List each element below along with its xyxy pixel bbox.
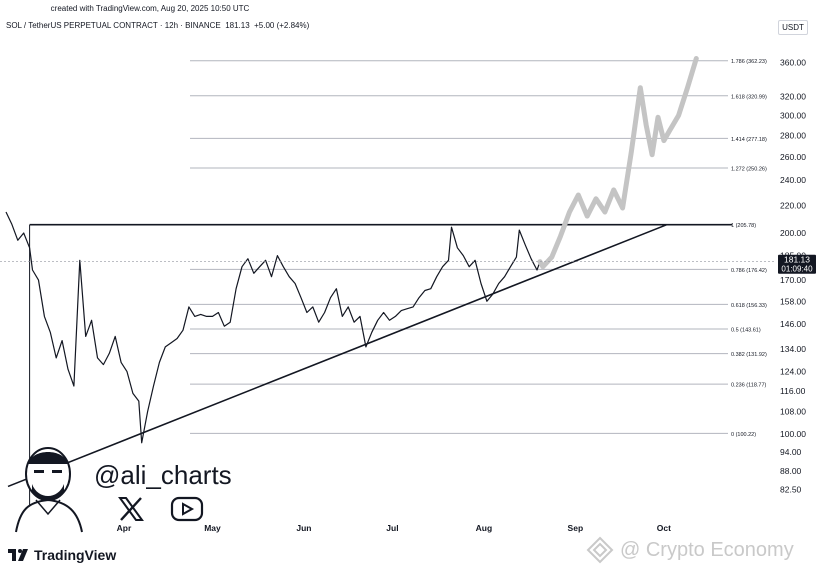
y-tick-label: 280.00 bbox=[780, 130, 806, 140]
price-line bbox=[5, 211, 541, 444]
y-tick-label: 108.00 bbox=[780, 407, 806, 417]
y-tick-label: 260.00 bbox=[780, 152, 806, 162]
y-tick-label: 124.00 bbox=[780, 367, 806, 377]
y-tick-label: 82.50 bbox=[780, 485, 802, 495]
price-badge-countdown: 01:09:40 bbox=[781, 265, 813, 274]
fib-label: 0.786 (176.42) bbox=[731, 268, 767, 274]
x-tick-label: May bbox=[204, 523, 221, 533]
brand-name: TradingView bbox=[34, 547, 117, 563]
fib-label: 0.5 (143.61) bbox=[731, 327, 761, 333]
y-tick-label: 320.00 bbox=[780, 92, 806, 102]
projection-path bbox=[537, 56, 699, 270]
fib-label: 1.618 (320.99) bbox=[731, 94, 767, 100]
watermark-text: @ Crypto Economy bbox=[620, 538, 794, 561]
author-handle: @ali_charts bbox=[94, 460, 232, 490]
y-tick-label: 300.00 bbox=[780, 110, 806, 120]
social-links bbox=[118, 496, 204, 522]
symbol-title: SOL / TetherUS PERPETUAL CONTRACT · 12h … bbox=[6, 21, 221, 30]
x-tick-label: Jul bbox=[386, 523, 398, 533]
fib-label: 1.414 (277.18) bbox=[731, 137, 767, 143]
y-tick-label: 240.00 bbox=[780, 175, 806, 185]
crypto-economy-watermark: @ Crypto Economy bbox=[586, 536, 794, 564]
fib-label: 1.272 (250.26) bbox=[731, 166, 767, 172]
ascending-trendline bbox=[7, 223, 668, 488]
y-tick-label: 158.00 bbox=[780, 296, 806, 306]
y-tick-label: 220.00 bbox=[780, 200, 806, 210]
fib-label: 0.236 (118.77) bbox=[731, 383, 767, 389]
youtube-icon[interactable] bbox=[170, 496, 204, 522]
symbol-header: SOL / TetherUS PERPETUAL CONTRACT · 12h … bbox=[6, 21, 309, 30]
time-axis: MarAprMayJunJulAugSepOct bbox=[25, 523, 671, 533]
x-tick-label: Oct bbox=[657, 523, 671, 533]
author-avatar bbox=[15, 447, 83, 533]
currency-button[interactable]: USDT bbox=[778, 20, 808, 35]
x-tick-label: Apr bbox=[117, 523, 132, 533]
fib-label: 0 (100.22) bbox=[731, 432, 756, 438]
y-tick-label: 134.00 bbox=[780, 344, 806, 354]
price-axis: 82.50 88.00 94.00 100.00 108.00 116.00 124.00 1… bbox=[780, 58, 806, 495]
y-tick-label: 170.00 bbox=[780, 275, 806, 285]
x-tick-label: Sep bbox=[568, 523, 584, 533]
fib-label: 1.786 (362.23) bbox=[731, 59, 767, 65]
last-price: 181.13 bbox=[225, 21, 250, 30]
fib-label: 0.618 (156.33) bbox=[731, 303, 767, 309]
price-series bbox=[5, 56, 699, 444]
fib-label: 0.382 (131.92) bbox=[731, 352, 767, 358]
y-tick-label: 200.00 bbox=[780, 228, 806, 238]
price-badge-price: 181.13 bbox=[784, 255, 810, 265]
y-tick-label: 146.00 bbox=[780, 319, 806, 329]
x-tick-label: Aug bbox=[476, 523, 493, 533]
y-tick-label: 88.00 bbox=[780, 466, 802, 476]
price-badge-box bbox=[778, 254, 816, 274]
y-tick-label: 116.00 bbox=[780, 386, 806, 396]
y-tick-label: 100.00 bbox=[780, 429, 806, 439]
crypto-economy-logo-icon bbox=[586, 536, 614, 564]
x-logo-icon[interactable] bbox=[118, 497, 144, 521]
created-with-note: created with TradingView.com, Aug 20, 20… bbox=[50, 4, 250, 13]
y-tick-label: 94.00 bbox=[780, 447, 802, 457]
price-change: +5.00 (+2.84%) bbox=[254, 21, 310, 30]
x-tick-label: Jun bbox=[296, 523, 311, 533]
tradingview-logo-icon bbox=[8, 549, 28, 561]
tradingview-brand: TradingView bbox=[8, 547, 116, 563]
fib-label: 1 (205.78) bbox=[731, 223, 756, 229]
y-tick-label: 360.00 bbox=[780, 58, 806, 68]
